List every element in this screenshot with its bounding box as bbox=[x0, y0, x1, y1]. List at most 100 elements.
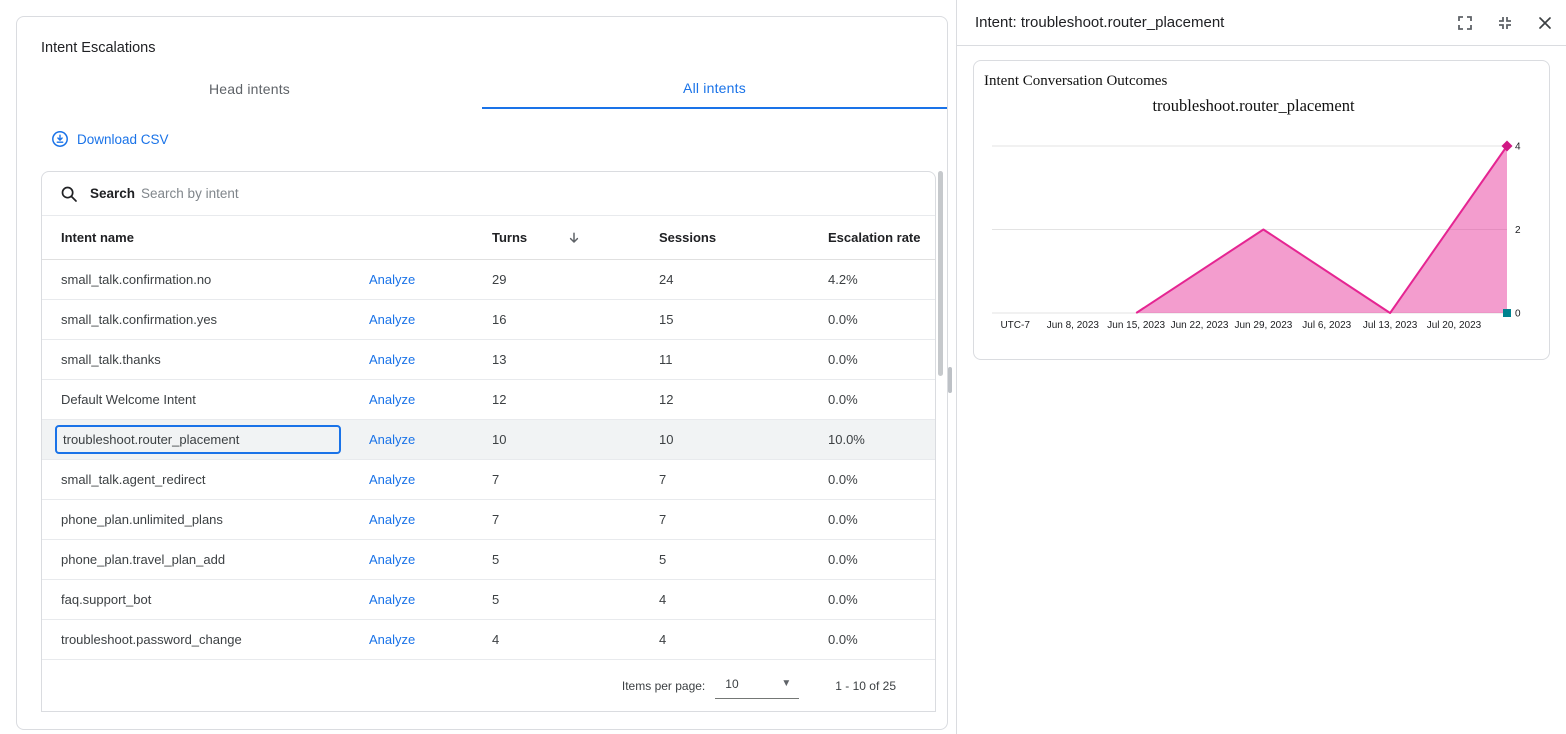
svg-text:Jul 6, 2023: Jul 6, 2023 bbox=[1302, 320, 1351, 331]
cell-sessions: 7 bbox=[659, 472, 667, 487]
pagination-range: 1 - 10 of 25 bbox=[835, 679, 896, 693]
cell-analyze: Analyze bbox=[369, 272, 492, 287]
column-header-intent-name[interactable]: Intent name bbox=[61, 230, 134, 245]
table-row[interactable]: small_talk.agent_redirect Analyze 7 7 0.… bbox=[42, 460, 935, 500]
cell-sessions: 11 bbox=[659, 352, 673, 367]
intents-table: Search Intent name Turns Sessions Escala… bbox=[41, 171, 936, 712]
cell-turns: 7 bbox=[492, 512, 500, 527]
column-header-turns[interactable]: Turns bbox=[492, 230, 659, 245]
intent-escalations-card: Intent Escalations Head intents All inte… bbox=[16, 16, 948, 730]
search-input[interactable] bbox=[141, 186, 935, 201]
page-size-select[interactable]: 10 ▼ bbox=[715, 674, 800, 699]
tabs: Head intents All intents bbox=[17, 69, 947, 109]
search-label: Search bbox=[90, 186, 136, 201]
table-row[interactable]: troubleshoot.router_placement Analyze 10… bbox=[42, 420, 935, 460]
cell-escalation: 10.0% bbox=[828, 432, 865, 447]
table-row[interactable]: phone_plan.unlimited_plans Analyze 7 7 0… bbox=[42, 500, 935, 540]
table-row[interactable]: phone_plan.travel_plan_add Analyze 5 5 0… bbox=[42, 540, 935, 580]
cell-intent: troubleshoot.router_placement bbox=[42, 425, 369, 454]
cell-intent: small_talk.thanks bbox=[61, 352, 161, 367]
page-scrollbar-thumb[interactable] bbox=[948, 367, 952, 393]
cell-turns: 4 bbox=[492, 632, 500, 647]
analyze-link[interactable]: Analyze bbox=[369, 632, 416, 647]
cell-escalation: 0.0% bbox=[828, 512, 858, 527]
cell-analyze: Analyze bbox=[369, 512, 492, 527]
cell-analyze: Analyze bbox=[369, 472, 492, 487]
close-button[interactable] bbox=[1537, 15, 1553, 31]
items-per-page-label: Items per page: bbox=[621, 679, 706, 693]
search-bar[interactable]: Search bbox=[42, 172, 935, 216]
cell-analyze: Analyze bbox=[369, 632, 492, 647]
cell-intent: troubleshoot.password_change bbox=[61, 632, 242, 647]
cell-escalation: 0.0% bbox=[828, 552, 858, 567]
svg-text:4: 4 bbox=[1515, 142, 1521, 153]
analyze-link[interactable]: Analyze bbox=[369, 592, 416, 607]
cell-turns: 5 bbox=[492, 592, 500, 607]
cell-escalation: 0.0% bbox=[828, 472, 858, 487]
cell-escalation: 0.0% bbox=[828, 392, 858, 407]
analyze-link[interactable]: Analyze bbox=[369, 392, 416, 407]
svg-text:Jul 13, 2023: Jul 13, 2023 bbox=[1363, 320, 1418, 331]
cell-analyze: Analyze bbox=[369, 392, 492, 407]
cell-intent: small_talk.confirmation.no bbox=[61, 272, 212, 287]
cell-analyze: Analyze bbox=[369, 432, 492, 447]
fullscreen-button[interactable] bbox=[1457, 15, 1473, 31]
table-row[interactable]: small_talk.confirmation.no Analyze 29 24… bbox=[42, 260, 935, 300]
svg-text:Jun 29, 2023: Jun 29, 2023 bbox=[1234, 320, 1292, 331]
panel-title: Intent: troubleshoot.router_placement bbox=[975, 14, 1225, 31]
cell-sessions: 4 bbox=[659, 632, 667, 647]
svg-text:Jun 15, 2023: Jun 15, 2023 bbox=[1107, 320, 1165, 331]
cell-turns: 5 bbox=[492, 552, 500, 567]
svg-text:Jul 20, 2023: Jul 20, 2023 bbox=[1427, 320, 1482, 331]
tab-head-intents[interactable]: Head intents bbox=[208, 81, 290, 97]
column-header-sessions[interactable]: Sessions bbox=[659, 230, 717, 245]
cell-sessions: 15 bbox=[659, 312, 674, 327]
cell-escalation: 0.0% bbox=[828, 632, 858, 647]
cell-intent: Default Welcome Intent bbox=[61, 392, 196, 407]
intent-detail-panel: Intent: troubleshoot.router_placement In… bbox=[956, 0, 1566, 734]
download-csv-button[interactable]: Download CSV bbox=[51, 130, 169, 148]
exit-fullscreen-button[interactable] bbox=[1497, 15, 1513, 31]
analyze-link[interactable]: Analyze bbox=[369, 512, 416, 527]
cell-turns: 29 bbox=[492, 272, 507, 287]
cell-sessions: 7 bbox=[659, 512, 667, 527]
cell-escalation: 0.0% bbox=[828, 312, 858, 327]
cell-analyze: Analyze bbox=[369, 352, 492, 367]
analyze-link[interactable]: Analyze bbox=[369, 552, 416, 567]
svg-text:Jun 8, 2023: Jun 8, 2023 bbox=[1047, 320, 1100, 331]
analyze-link[interactable]: Analyze bbox=[369, 352, 416, 367]
cell-intent: phone_plan.unlimited_plans bbox=[61, 512, 223, 527]
cell-sessions: 24 bbox=[659, 272, 674, 287]
sort-descending-icon[interactable] bbox=[567, 231, 581, 245]
cell-intent: faq.support_bot bbox=[61, 592, 152, 607]
table-row[interactable]: Default Welcome Intent Analyze 12 12 0.0… bbox=[42, 380, 935, 420]
analyze-link[interactable]: Analyze bbox=[369, 312, 416, 327]
download-icon bbox=[51, 130, 69, 148]
table-row[interactable]: small_talk.thanks Analyze 13 11 0.0% bbox=[42, 340, 935, 380]
table-scrollbar-thumb[interactable] bbox=[938, 171, 943, 376]
column-header-escalation-rate[interactable]: Escalation rate bbox=[828, 230, 921, 245]
cell-turns: 16 bbox=[492, 312, 507, 327]
cell-intent: small_talk.agent_redirect bbox=[61, 472, 206, 487]
dropdown-arrow-icon: ▼ bbox=[781, 678, 792, 689]
analyze-link[interactable]: Analyze bbox=[369, 472, 416, 487]
panel-header: Intent: troubleshoot.router_placement bbox=[957, 0, 1566, 46]
turns-header-label: Turns bbox=[492, 230, 528, 245]
tab-all-intents[interactable]: All intents bbox=[482, 69, 947, 109]
table-row[interactable]: small_talk.confirmation.yes Analyze 16 1… bbox=[42, 300, 935, 340]
cell-turns: 13 bbox=[492, 352, 507, 367]
svg-text:UTC-7: UTC-7 bbox=[1000, 320, 1030, 331]
analyze-link[interactable]: Analyze bbox=[369, 272, 416, 287]
svg-text:Jun 22, 2023: Jun 22, 2023 bbox=[1171, 320, 1229, 331]
analyze-link[interactable]: Analyze bbox=[369, 432, 416, 447]
cell-analyze: Analyze bbox=[369, 592, 492, 607]
svg-text:2: 2 bbox=[1515, 225, 1521, 236]
outcomes-card-title: Intent Conversation Outcomes bbox=[984, 73, 1168, 89]
cell-escalation: 0.0% bbox=[828, 352, 858, 367]
cell-escalation: 4.2% bbox=[828, 272, 858, 287]
cell-sessions: 4 bbox=[659, 592, 667, 607]
table-row[interactable]: faq.support_bot Analyze 5 4 0.0% bbox=[42, 580, 935, 620]
cell-turns: 12 bbox=[492, 392, 507, 407]
table-row[interactable]: troubleshoot.password_change Analyze 4 4… bbox=[42, 620, 935, 660]
table-body: small_talk.confirmation.no Analyze 29 24… bbox=[42, 260, 935, 660]
